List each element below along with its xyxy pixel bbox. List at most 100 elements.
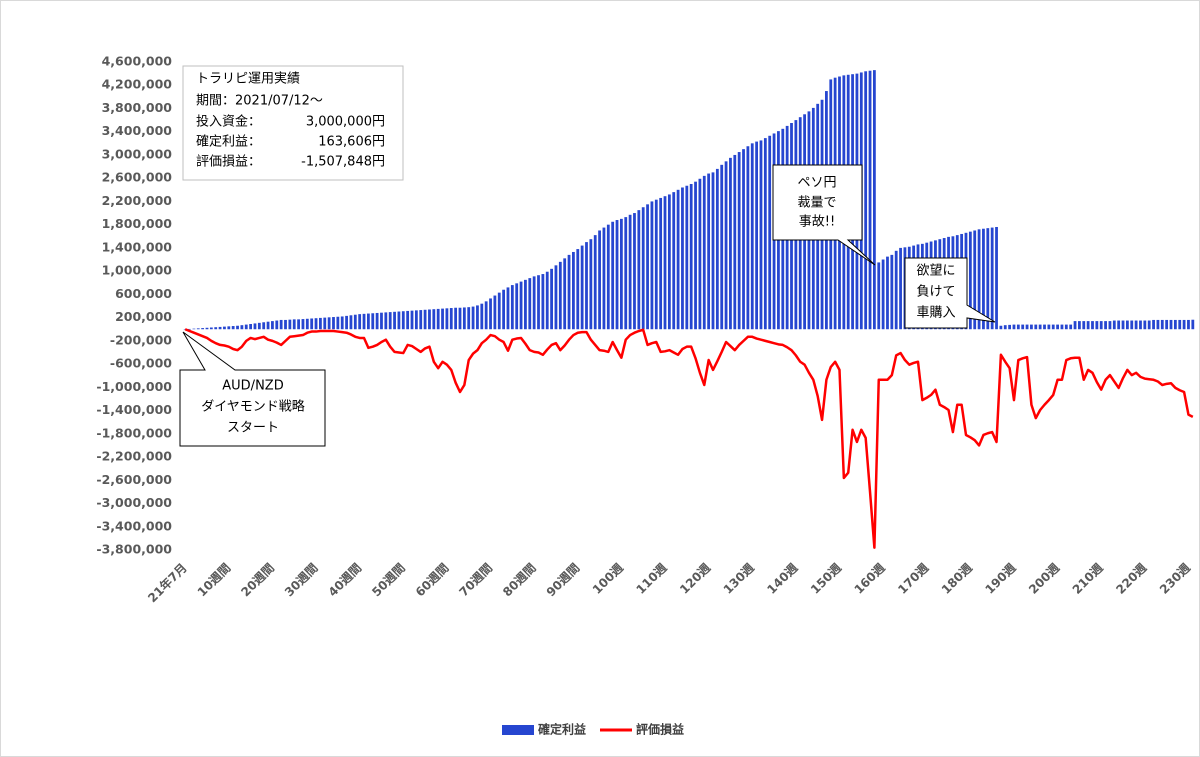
bar [502, 289, 506, 330]
bar [1047, 324, 1051, 330]
bar [999, 325, 1003, 330]
bar [205, 327, 209, 330]
bar [982, 228, 985, 330]
y-tick-label: 600,000 [115, 286, 172, 301]
legend-label: 確定利益 [538, 722, 586, 737]
bar [305, 318, 309, 330]
bar [401, 311, 405, 330]
callout-shape [904, 257, 996, 329]
bar [1125, 320, 1129, 330]
bar [877, 262, 881, 330]
bar [489, 298, 492, 330]
info-value: -1,507,848円 [301, 155, 385, 170]
bar [436, 308, 440, 330]
bar [1086, 321, 1090, 330]
bar [1078, 321, 1081, 330]
callout-text: ペソ円 [797, 176, 836, 191]
bar [864, 71, 868, 330]
bar [528, 278, 532, 330]
bar [353, 314, 357, 330]
y-tick-label: 3,000,000 [102, 146, 173, 161]
y-tick-label: -2,600,000 [96, 472, 172, 487]
bar [1030, 324, 1033, 330]
bar [288, 319, 292, 330]
bar [262, 322, 266, 330]
bar [742, 149, 745, 330]
legend-label: 評価損益 [636, 722, 684, 737]
bar [628, 214, 632, 330]
bar [602, 227, 606, 330]
bar [388, 312, 392, 330]
bar [1025, 324, 1029, 330]
bar [284, 319, 287, 330]
bar [484, 301, 488, 330]
bar [192, 328, 196, 330]
bar [249, 324, 253, 330]
bar [715, 168, 719, 330]
bar [641, 207, 645, 330]
bar [894, 250, 898, 330]
bar [1108, 321, 1112, 330]
bar [567, 254, 571, 330]
y-tick-label: -200,000 [110, 332, 172, 347]
bar [593, 235, 597, 330]
bar [449, 308, 453, 330]
bar [1021, 324, 1025, 330]
bar [1139, 320, 1142, 330]
bar [585, 242, 588, 330]
y-tick-label: 4,600,000 [102, 54, 173, 69]
bar [515, 283, 519, 330]
bar [393, 311, 396, 330]
bar [271, 321, 274, 330]
bar [384, 312, 388, 330]
bar [1143, 320, 1147, 330]
bar [497, 292, 501, 330]
bar [410, 310, 414, 330]
bar [1121, 320, 1125, 330]
y-tick-label: -1,400,000 [96, 402, 172, 417]
bar [1003, 325, 1007, 330]
y-tick-label: 1,000,000 [102, 263, 173, 278]
bar [729, 157, 732, 330]
bar [711, 172, 715, 330]
bar [550, 268, 553, 330]
bar [702, 175, 706, 330]
y-tick-label: -1,800,000 [96, 425, 172, 440]
bar [266, 321, 270, 330]
y-tick-label: -600,000 [110, 356, 172, 371]
bar [349, 315, 353, 330]
bar [1056, 324, 1059, 330]
bar [1152, 319, 1155, 330]
bar [1064, 324, 1068, 330]
bar [720, 164, 724, 330]
bar [1091, 321, 1094, 330]
bar [689, 184, 693, 330]
bar [458, 307, 462, 330]
info-label: 評価損益： [196, 155, 261, 170]
bar [419, 310, 423, 330]
callout-text: 車購入 [916, 306, 955, 321]
y-tick-label: 2,600,000 [102, 170, 173, 185]
callout-text: AUD/NZD [222, 379, 283, 394]
bar [476, 305, 479, 330]
bar [428, 309, 431, 330]
bar [1187, 319, 1190, 330]
bar [1165, 319, 1169, 330]
bar [890, 254, 894, 330]
bar [733, 154, 737, 330]
bar [406, 310, 410, 330]
info-box-frame [182, 65, 404, 181]
bar [218, 326, 222, 330]
bar [188, 328, 191, 330]
bar [327, 317, 331, 330]
bar [236, 325, 239, 330]
bar [637, 210, 641, 330]
bar [441, 308, 444, 330]
y-tick-label: 1,400,000 [102, 239, 173, 254]
bar [345, 315, 348, 330]
y-tick-label: 200,000 [115, 309, 172, 324]
bar [750, 143, 754, 330]
bar [541, 274, 545, 330]
callout-text: 裁量で [797, 195, 836, 211]
bar [619, 218, 623, 330]
